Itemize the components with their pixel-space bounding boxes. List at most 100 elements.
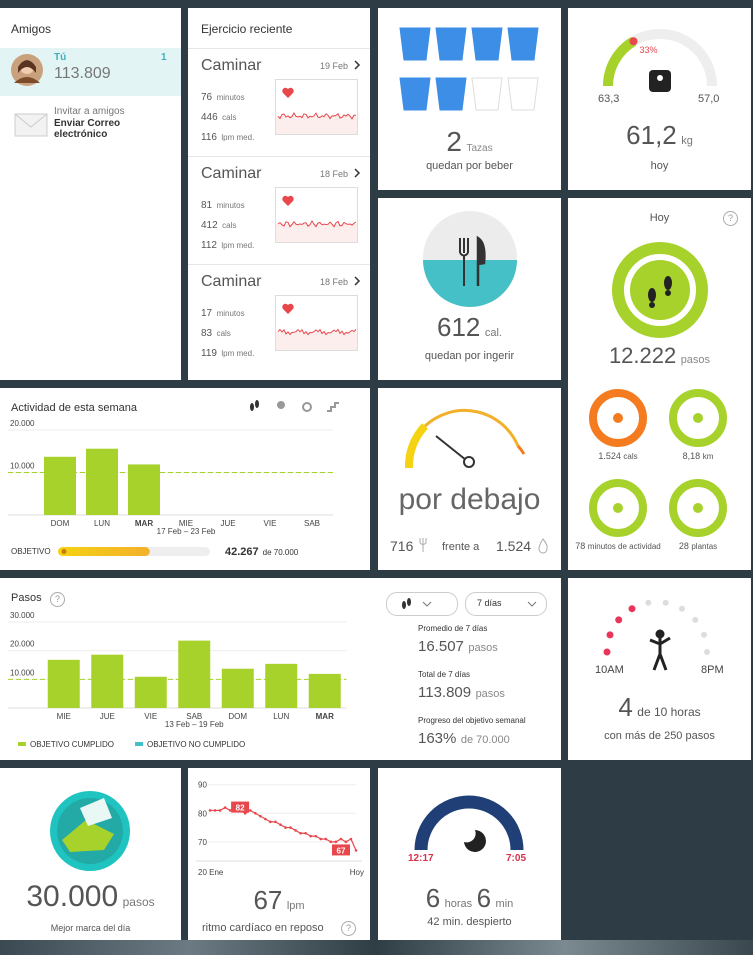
best-value: 30.000 pasos	[0, 880, 181, 914]
hour-dot	[645, 599, 652, 606]
point	[304, 831, 307, 835]
help-button[interactable]: ?	[723, 211, 738, 226]
you-steps: 113.809	[54, 65, 111, 82]
sleep-tile[interactable]: 12:17 7:05 6 horas 6 min 42 min. despier…	[378, 768, 561, 940]
rings	[589, 242, 727, 537]
sparkline	[277, 328, 357, 336]
cup	[435, 77, 467, 111]
friends-tile: Amigos Tú 1 113.809 Invitar a amigos Env…	[0, 8, 181, 380]
stat-row: 116 lpm med.	[201, 127, 254, 145]
stat-row: 16.507 pasos	[418, 638, 498, 656]
tile-title: Pasos	[11, 592, 42, 604]
unit: horas	[444, 898, 473, 910]
progress-label: 33%	[640, 45, 658, 55]
stat-row: 81 minutos	[201, 195, 245, 213]
invite-link[interactable]: Enviar Correo electrónico	[54, 118, 121, 140]
cup	[471, 77, 503, 111]
date-range: 17 Feb – 23 Feb	[157, 527, 216, 536]
dropdown-icons	[402, 598, 432, 609]
metric-icons[interactable]	[245, 398, 345, 414]
unit: Tazas	[466, 143, 493, 154]
x-tick-label: LUN	[94, 519, 110, 528]
stat-unit: cals	[222, 221, 237, 230]
best-tile[interactable]: 30.000 pasos Mejor marca del día	[0, 768, 181, 940]
unit: de 10 horas	[637, 705, 701, 719]
weekly-total: 42.267 de 70.000	[225, 546, 299, 558]
versus-label: frente a	[442, 541, 480, 553]
hour-dot	[603, 648, 611, 656]
envelope-icon	[14, 113, 48, 137]
x-tick-label: DOM	[228, 712, 247, 721]
point	[213, 809, 217, 812]
calorie-balance-tile[interactable]: por debajo 716 frente a 1.524	[378, 388, 561, 570]
exercise-item[interactable]: Caminar 19 Feb 76 minutos 446 cals 116 lpm m…	[188, 48, 370, 156]
x-tick-label: LUN	[273, 712, 289, 721]
hour-dot	[606, 631, 614, 639]
balance-status: por debajo	[398, 483, 541, 516]
stat-unit: cals	[216, 329, 231, 338]
start-weight: 63,3	[598, 93, 620, 105]
sparkline	[277, 219, 357, 228]
stat-value: 16.507	[418, 638, 464, 655]
metric-dropdown[interactable]	[386, 592, 458, 616]
gauge-marker	[629, 37, 638, 46]
ring-value: 78	[575, 541, 586, 551]
point	[269, 820, 272, 824]
resting-hr: 67 lpm	[188, 885, 370, 916]
point	[324, 837, 328, 841]
point	[264, 817, 267, 821]
stat-value: 17	[201, 308, 213, 319]
line	[210, 806, 357, 851]
bar	[178, 640, 211, 708]
period-label: 7 días	[477, 598, 502, 608]
ring-label: 28 plantas	[653, 541, 743, 552]
steps-badge	[630, 260, 690, 320]
activity-name: Caminar	[201, 57, 262, 74]
point	[329, 840, 333, 844]
stat-unit: lpm med.	[221, 241, 255, 250]
point	[218, 809, 222, 812]
ring-icon	[693, 503, 703, 513]
point	[208, 809, 212, 812]
exercise-item[interactable]: Caminar 18 Feb 17 minutos 83 cals 119 lpm me…	[188, 264, 370, 372]
stat-label: Total de 7 días	[418, 670, 471, 679]
figure-icon	[649, 629, 671, 671]
exercise-item[interactable]: Caminar 18 Feb 81 minutos 412 cals 112 lpm m…	[188, 156, 370, 264]
legend-label: OBJETIVO CUMPLIDO	[30, 740, 114, 749]
water-tile[interactable]: 2 Tazas quedan por beber	[378, 8, 561, 190]
stat-unit: minutos	[216, 309, 245, 318]
ring-unit: minutos de actividad	[587, 542, 661, 551]
today-tile[interactable]: Hoy ? 12.222 pasos 1.524 cals 8,18 km 78 m…	[568, 198, 751, 570]
period-dropdown[interactable]: 7 días	[465, 592, 547, 616]
hourly-tile[interactable]: 10AM 8PM 4 de 10 horas con más de 250 pa…	[568, 578, 751, 760]
value: 12.222	[608, 343, 677, 368]
point	[259, 814, 262, 818]
weight-tile[interactable]: 33% 63,3 57,0 61,2 kg hoy	[568, 8, 751, 190]
y-tick-label: 90	[198, 781, 207, 790]
bar	[221, 668, 254, 708]
help-button[interactable]: ?	[50, 592, 65, 607]
unit: cal.	[484, 327, 502, 339]
x-tick-label: VIE	[264, 519, 277, 528]
stat-unit: minutos	[216, 201, 245, 210]
y-tick-label: 10.000	[10, 462, 35, 471]
activity-date: 18 Feb	[319, 277, 348, 287]
stat-row: 113.809 pasos	[418, 684, 505, 702]
food-tile[interactable]: 612 cal. quedan por ingerir	[378, 198, 561, 380]
stat-row: 412 cals	[201, 215, 236, 233]
stat-value: 113.809	[418, 684, 472, 701]
tile-title: Amigos	[11, 22, 52, 36]
heart-icon	[282, 195, 294, 206]
heart-sparkline	[275, 79, 358, 135]
chevron	[354, 60, 361, 70]
cups	[399, 27, 539, 111]
x-tick-label: Hoy	[350, 868, 364, 877]
heart-sparkline	[275, 187, 358, 243]
heart-tile[interactable]: 70 80 90 20 Ene Hoy 82 67 67 lpm ritmo cardíac…	[188, 768, 370, 940]
stat-value: 112	[201, 240, 217, 251]
chevron-path	[354, 60, 361, 70]
ring-value: 8,18	[682, 451, 701, 461]
ring	[589, 389, 647, 447]
help-button[interactable]: ?	[341, 921, 356, 936]
cup	[471, 27, 503, 61]
